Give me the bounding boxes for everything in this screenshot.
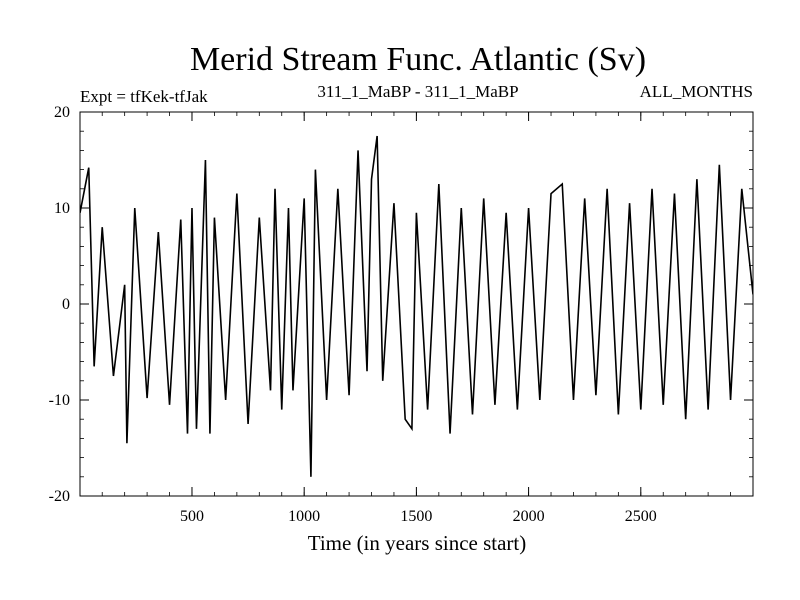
chart-subtitle-center: 311_1_MaBP - 311_1_MaBP xyxy=(317,82,518,101)
y-tick-label: -10 xyxy=(49,392,70,409)
chart-subtitle-right: ALL_MONTHS xyxy=(640,82,753,101)
y-tick-label: 20 xyxy=(54,104,70,121)
x-tick-label: 2500 xyxy=(625,508,657,525)
plot-frame xyxy=(79,111,754,497)
x-tick-label: 1500 xyxy=(400,508,432,525)
x-tick-label: 500 xyxy=(180,508,204,525)
y-tick-label: -20 xyxy=(49,488,70,505)
x-tick-label: 1000 xyxy=(288,508,320,525)
chart-subtitle-left: Expt = tfKek-tfJak xyxy=(80,87,208,106)
series-line-0 xyxy=(80,135,753,477)
y-tick-label: 10 xyxy=(54,200,70,217)
chart-title: Merid Stream Func. Atlantic (Sv) xyxy=(190,41,646,78)
x-axis-label: Time (in years since start) xyxy=(308,531,527,555)
y-tick-label: 0 xyxy=(62,296,70,313)
x-tick-label: 2000 xyxy=(513,508,545,525)
